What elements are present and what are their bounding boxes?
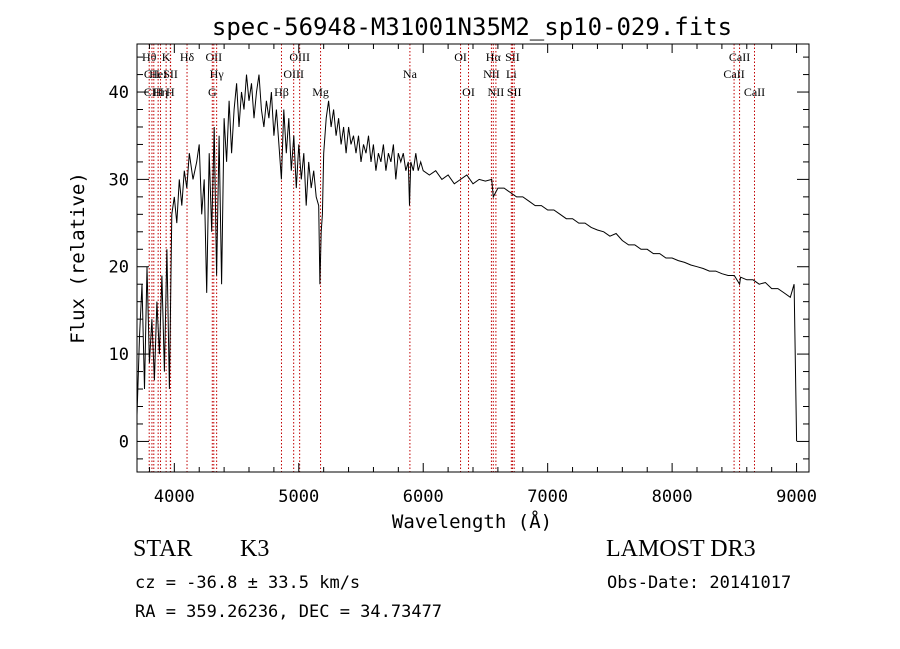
line-label-12: Hβ (274, 85, 289, 99)
line-label-2: CIII (144, 85, 164, 99)
line-label-14: OIII (283, 67, 304, 81)
line-label-3: HeI (149, 67, 167, 81)
line-label-13: OIII (289, 50, 310, 64)
line-label-25: CaII (729, 50, 750, 64)
line-label-6: SII (163, 67, 178, 81)
spectrum-chart: spec-56948-M31001N35M2_sp10-029.fits Hθ C… (67, 13, 817, 533)
line-label-11: G (208, 85, 217, 99)
y-tick-label-10: 10 (109, 345, 129, 365)
x-tick-label-5000: 5000 (278, 487, 319, 507)
line-label-9: OII (205, 50, 222, 64)
line-label-5: Hη (153, 85, 168, 99)
x-axis: 4000 5000 6000 7000 8000 9000 (148, 44, 817, 507)
line-label-8: Hδ (180, 50, 195, 64)
spectrum-line (136, 74, 798, 442)
x-tick-label-9000: 9000 (776, 487, 817, 507)
y-tick-label-0: 0 (119, 432, 129, 452)
y-axis: 0 10 20 30 40 (109, 56, 809, 460)
line-label-19: Hα (486, 50, 502, 64)
spectrum-series (136, 74, 798, 442)
x-axis-label: Wavelength (Å) (392, 510, 552, 533)
line-label-24: SII (507, 85, 522, 99)
line-label-23: Li (506, 67, 517, 81)
y-axis-label: Flux (relative) (67, 172, 89, 344)
object-class: STAR (133, 536, 193, 562)
y-tick-label-30: 30 (109, 170, 129, 190)
x-tick-label-6000: 6000 (403, 487, 444, 507)
line-label-18: OI (462, 85, 475, 99)
line-label-22: SII (505, 50, 520, 64)
obs-date-text: Obs-Date: 20141017 (607, 573, 792, 593)
line-label-7: H (166, 85, 175, 99)
object-subclass: K3 (240, 536, 270, 562)
line-label-10: Hγ (210, 67, 225, 81)
line-label-0: Hθ (142, 50, 157, 64)
y-tick-label-20: 20 (109, 258, 129, 278)
line-label-4: K (162, 50, 171, 64)
x-tick-label-7000: 7000 (527, 487, 568, 507)
line-markers: Hθ CII CIII HeI K Hη SII H Hδ OII Hγ G Hβ OIII OIII Mg N… (142, 44, 765, 472)
line-label-1: CII (144, 67, 160, 81)
redshift-text: cz = -36.8 ± 33.5 km/s (135, 573, 361, 593)
x-tick-label-4000: 4000 (154, 487, 195, 507)
survey-name: LAMOST DR3 (606, 536, 756, 562)
coordinates-text: RA = 359.26236, DEC = 34.73477 (135, 602, 443, 622)
chart-title: spec-56948-M31001N35M2_sp10-029.fits (212, 13, 732, 41)
line-label-20: NII (483, 67, 500, 81)
y-tick-label-40: 40 (109, 83, 129, 103)
line-label-26: CaII (723, 67, 744, 81)
line-label-15: Mg (312, 85, 329, 99)
line-label-16: Na (403, 67, 418, 81)
line-label-21: NII (488, 85, 505, 99)
line-label-17: OI (454, 50, 467, 64)
x-tick-label-8000: 8000 (652, 487, 693, 507)
line-label-27: CaII (744, 85, 765, 99)
